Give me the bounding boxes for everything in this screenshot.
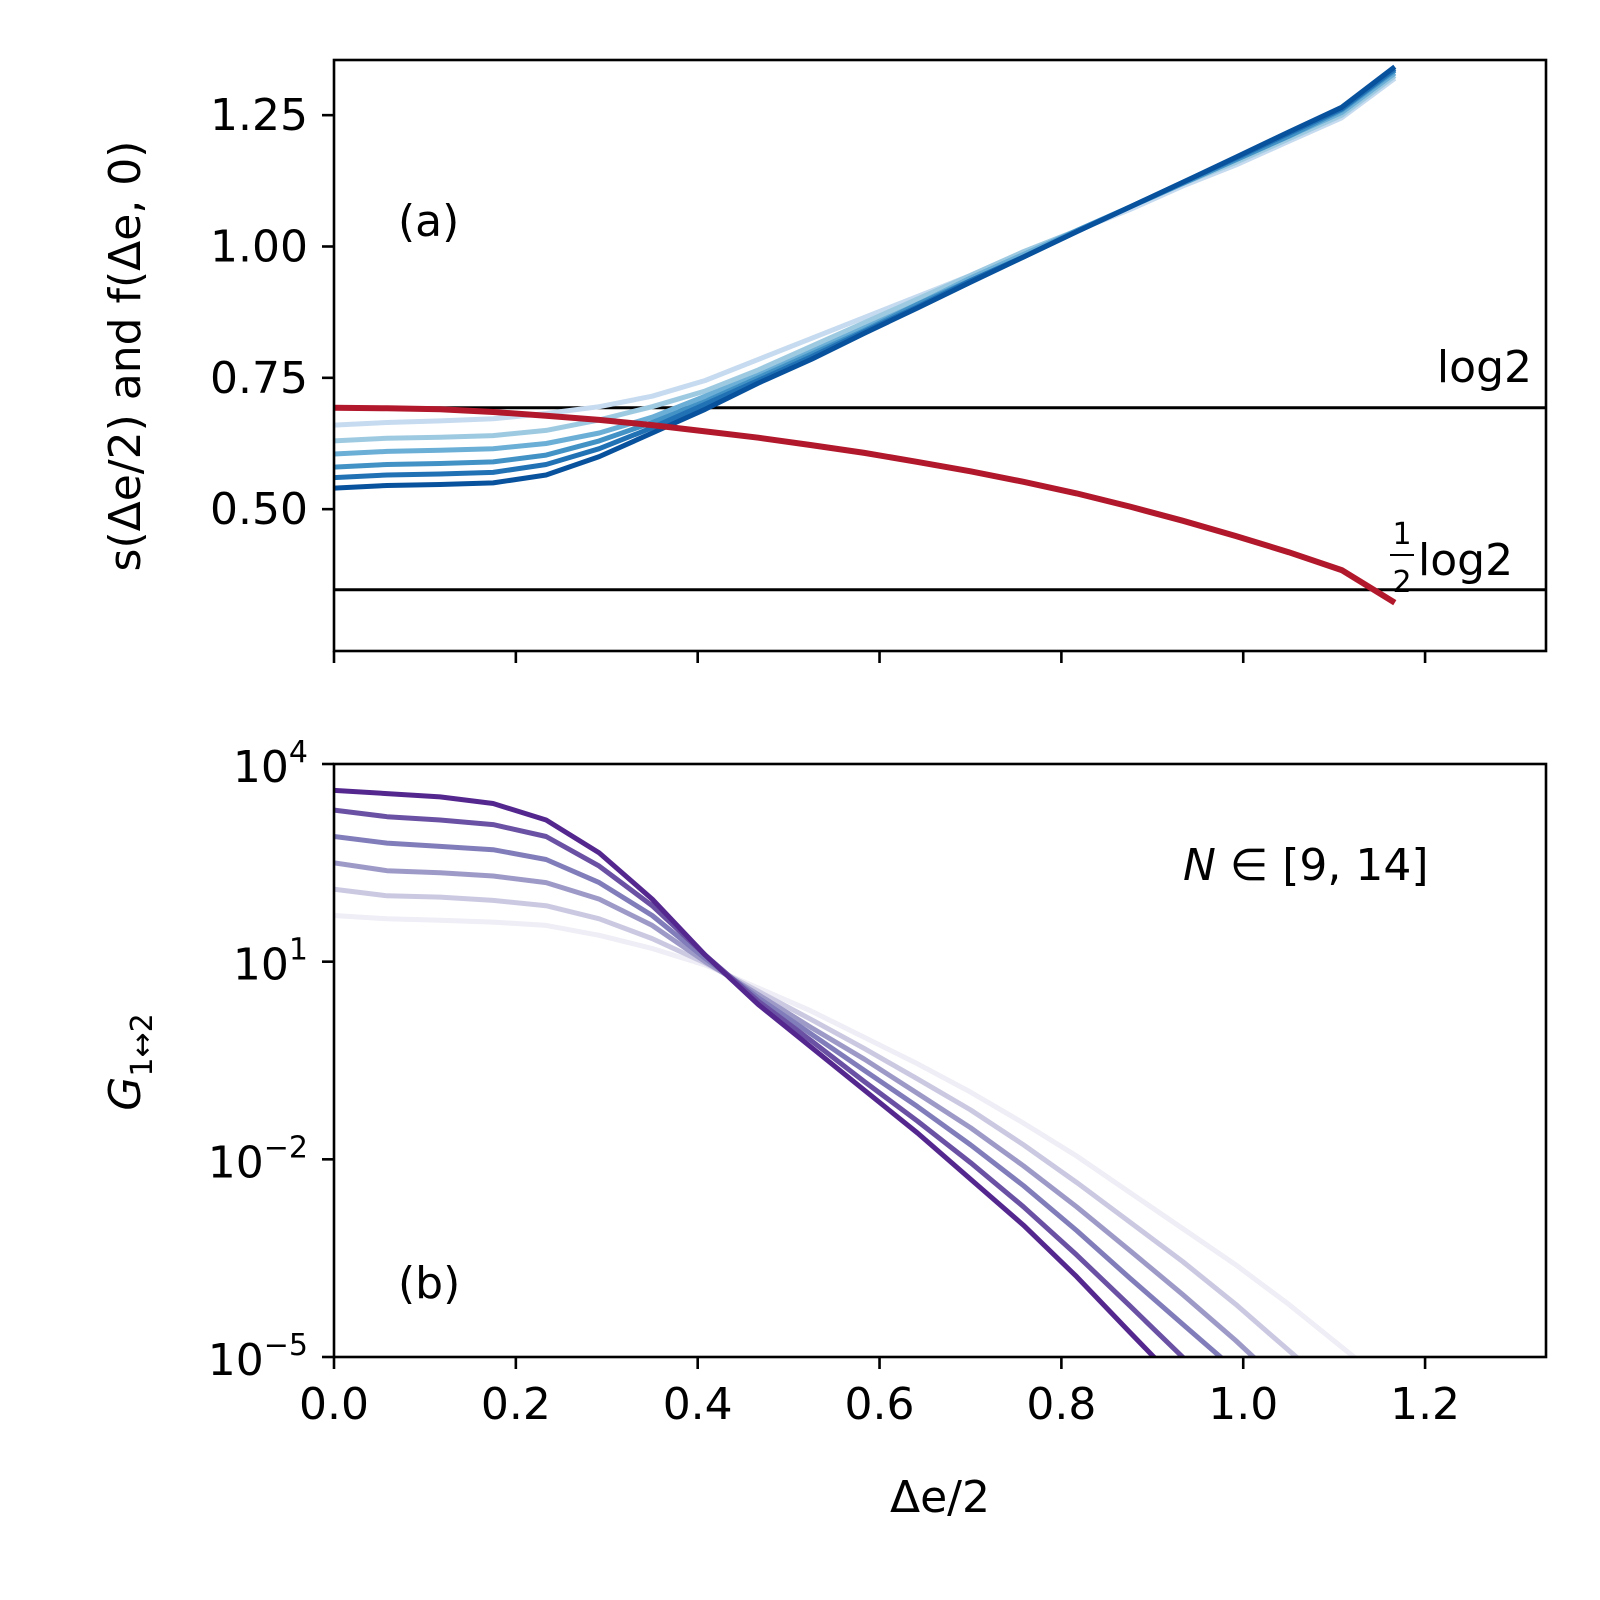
f-line-0 <box>334 404 1397 606</box>
x-tick-label: 1.0 <box>1208 1379 1278 1430</box>
x-tick-label: 1.2 <box>1390 1379 1460 1430</box>
g-line-10 <box>334 886 1301 1357</box>
y-tick-label-a: 1.00 <box>210 221 308 272</box>
g-line-14 <box>334 787 1158 1357</box>
tick-exponent: −5 <box>264 1328 308 1363</box>
reference-lines <box>334 406 1546 592</box>
x-axis-label: Δe/2 <box>890 1472 990 1523</box>
x-tick-label: 0.6 <box>845 1379 915 1430</box>
entropy-series-group <box>334 64 1397 491</box>
hline-label-half-log2: 1 2 log2 <box>1390 517 1513 600</box>
tick-exponent: 4 <box>289 735 308 770</box>
g-line-9 <box>334 913 1358 1357</box>
x-tick-label: 0.4 <box>663 1379 733 1430</box>
entropy-line-9 <box>334 76 1397 428</box>
y-axis-label-b: G1↔2 <box>100 1013 160 1110</box>
g-line-12 <box>334 834 1225 1357</box>
fraction-numerator: 1 <box>1392 517 1411 552</box>
g-series-group <box>334 787 1358 1357</box>
entropy-line-11 <box>334 71 1397 457</box>
panel-label-a: (a) <box>398 196 459 247</box>
half-log2-text: log2 <box>1418 535 1513 586</box>
g-line-11 <box>334 860 1258 1357</box>
y-tick-label-b: 10−2 <box>208 1130 308 1188</box>
y-tick-label-a: 0.75 <box>210 353 308 404</box>
g-subscript: 1↔2 <box>125 1013 160 1076</box>
n-range-text: ∈ [9, 14] <box>1216 840 1429 891</box>
plot-frame-a <box>332 58 1548 653</box>
tick-base: 10 <box>233 742 289 793</box>
tick-exponent: −2 <box>264 1130 308 1165</box>
x-ticks-a <box>332 651 1427 663</box>
y-ticks-a: 0.50 0.75 1.00 1.25 <box>210 90 334 535</box>
y-tick-label-b: 101 <box>233 933 308 991</box>
g-symbol: G <box>100 1077 151 1111</box>
g-line-13 <box>334 807 1187 1357</box>
hline-label-log2: log2 <box>1437 342 1532 393</box>
plot-frame-b <box>332 762 1548 1359</box>
y-tick-label-b: 10−5 <box>208 1328 308 1386</box>
entropy-line-14 <box>334 64 1397 491</box>
tick-exponent: 1 <box>289 933 308 968</box>
y-axis-label-a: s(Δe/2) and f(Δe, 0) <box>100 141 151 572</box>
tick-base: 10 <box>208 1137 264 1188</box>
fraction-denominator: 2 <box>1392 565 1411 600</box>
x-tick-label: 0.8 <box>1026 1379 1096 1430</box>
y-tick-label-a: 0.50 <box>210 484 308 535</box>
y-tick-label-b: 104 <box>233 735 308 793</box>
y-tick-label-a: 1.25 <box>210 90 308 141</box>
x-tick-label: 0.0 <box>299 1379 369 1430</box>
tick-base: 10 <box>208 1335 264 1386</box>
panel-a: 0.50 0.75 1.00 1.25 (a) log2 1 2 log2 s(Δe/… <box>100 58 1548 663</box>
tick-base: 10 <box>233 940 289 991</box>
n-range-annotation: N ∈ [9, 14] <box>1183 840 1429 891</box>
panel-label-b: (b) <box>398 1258 460 1309</box>
x-tick-label: 0.2 <box>481 1379 551 1430</box>
x-ticks-b: 0.0 0.2 0.4 0.6 0.8 1.0 1.2 <box>299 1357 1460 1430</box>
entropy-line-10 <box>334 73 1397 444</box>
f-series-group <box>334 404 1397 606</box>
n-symbol: N <box>1183 840 1216 891</box>
